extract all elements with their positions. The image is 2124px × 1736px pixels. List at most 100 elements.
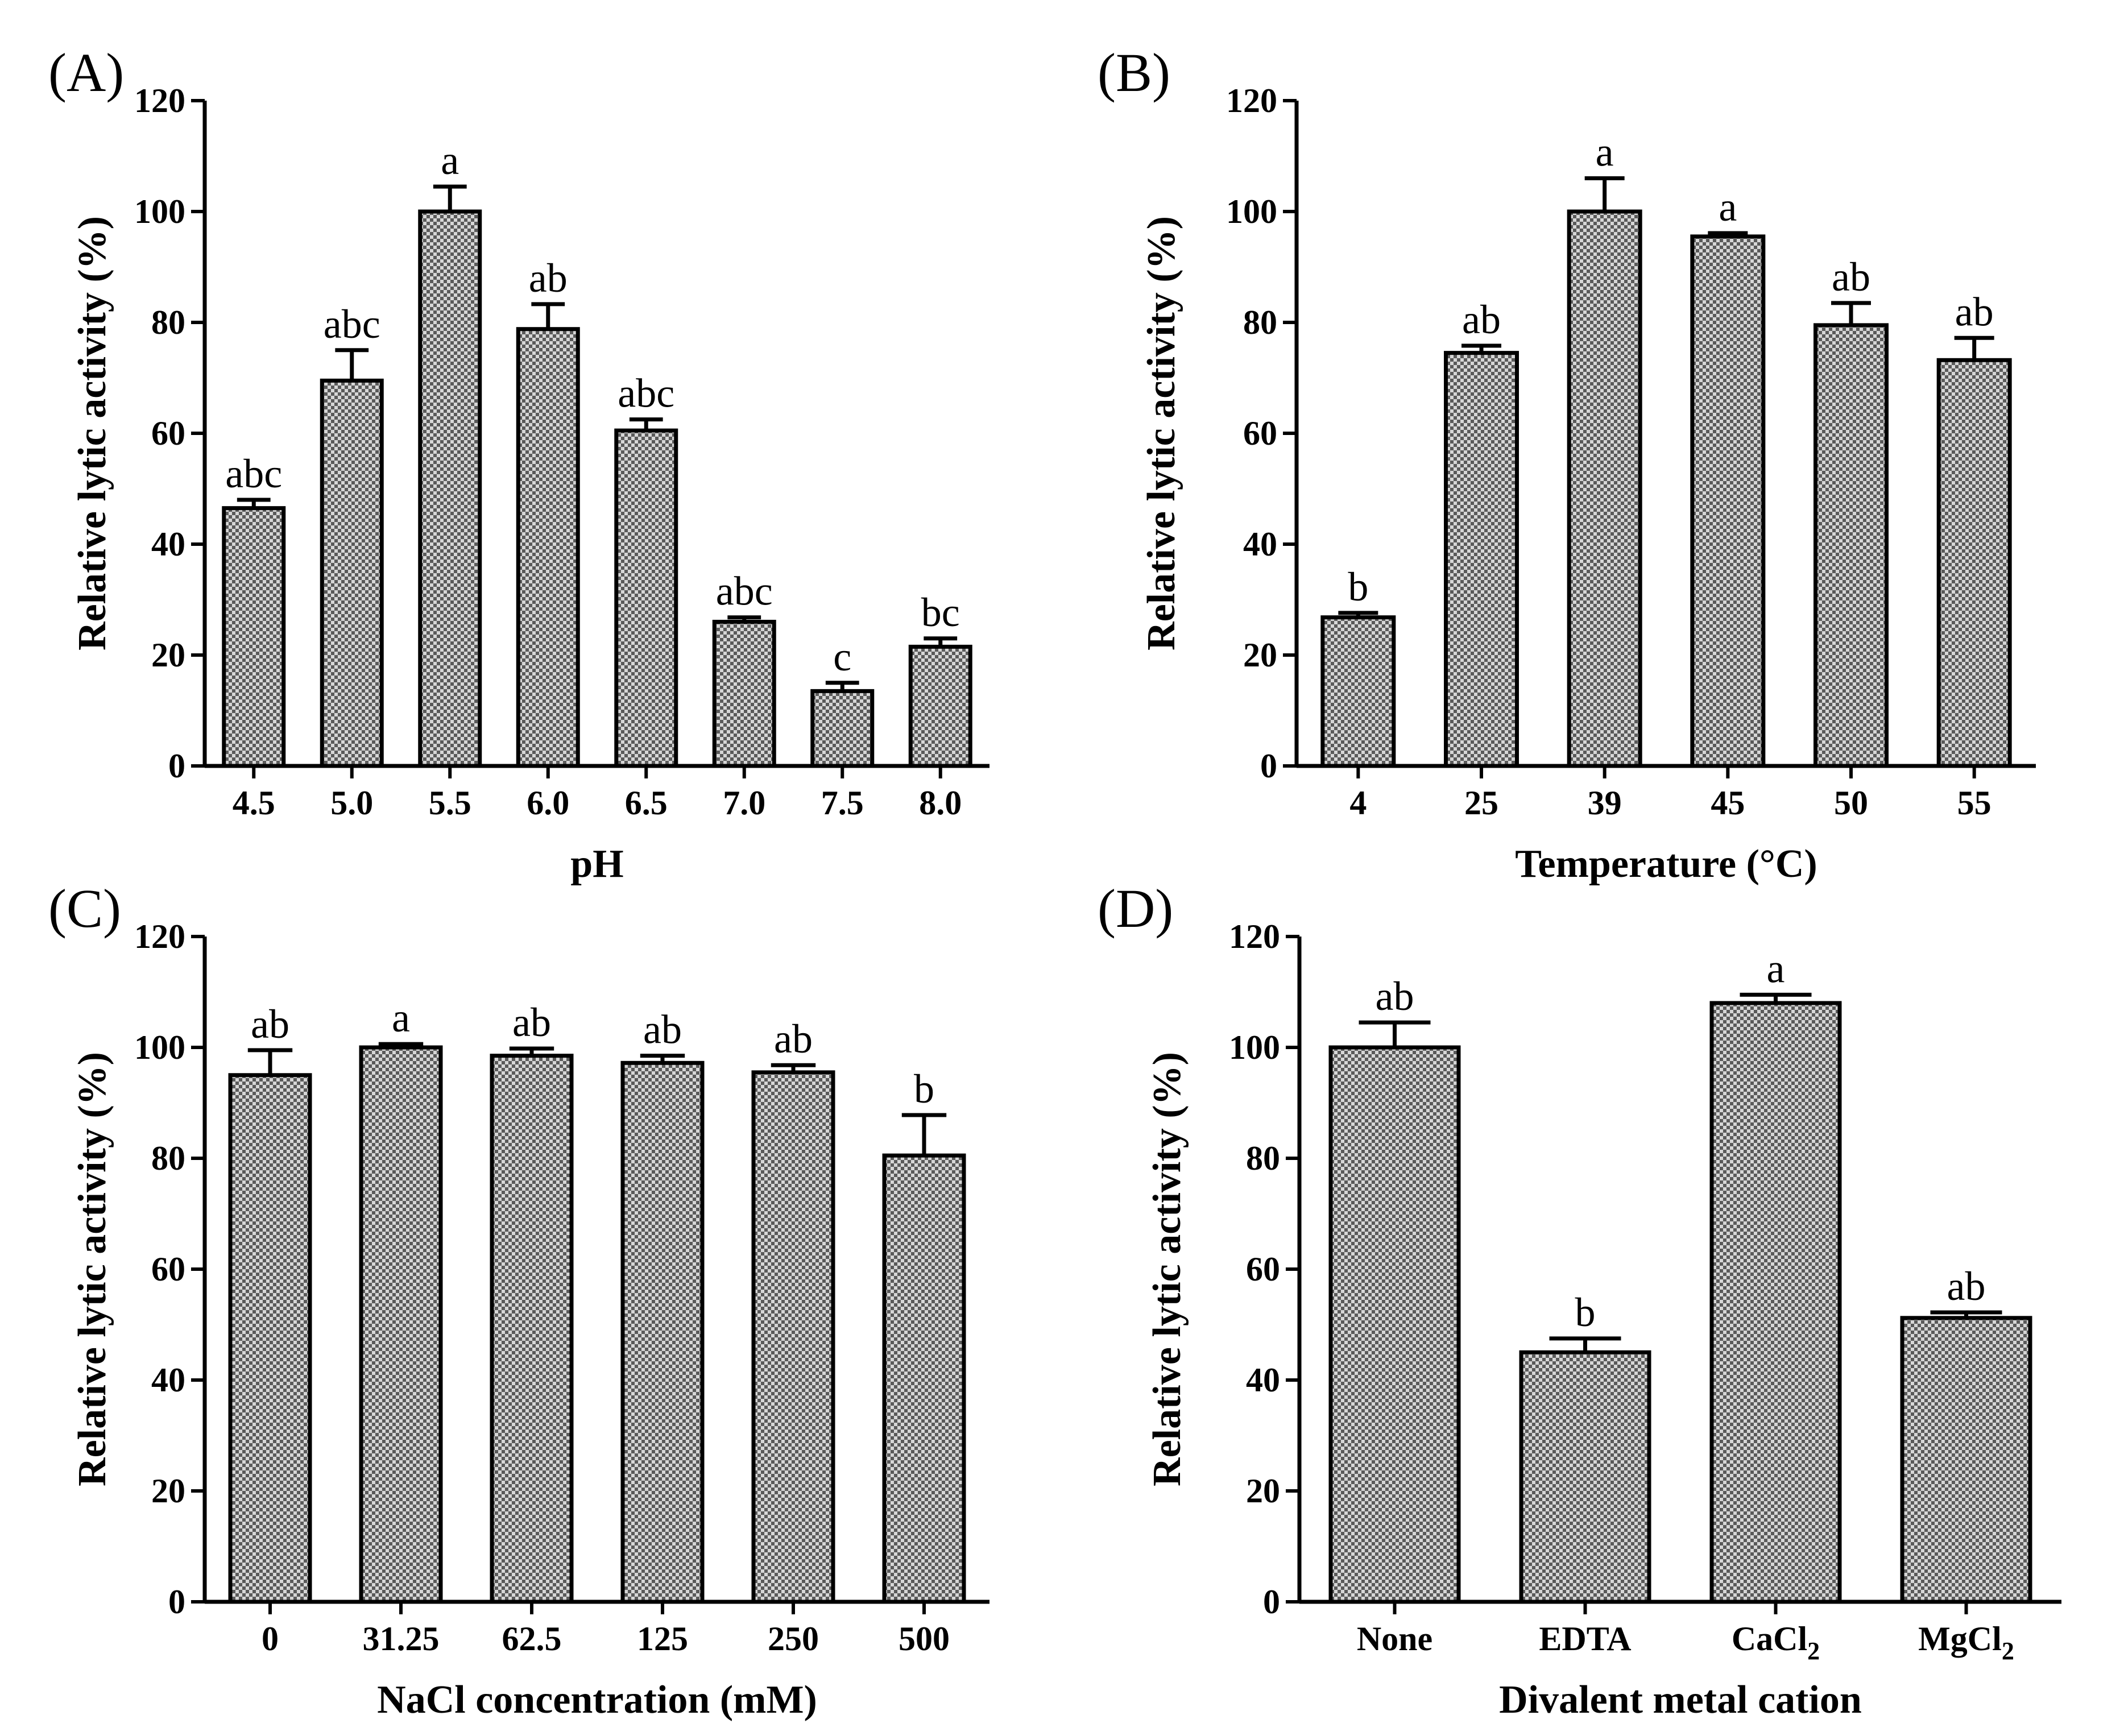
bar bbox=[1328, 1045, 1461, 1604]
y-tick-label: 0 bbox=[168, 1583, 185, 1621]
x-tick-label-sub: 2 bbox=[2002, 1637, 2014, 1665]
x-tick-label: 4.5 bbox=[233, 784, 275, 822]
significance-label: c bbox=[833, 634, 851, 680]
x-tick-label: 7.5 bbox=[821, 784, 864, 822]
bar bbox=[1936, 358, 2012, 768]
x-tick-label: 8.0 bbox=[919, 784, 962, 822]
significance-label: a bbox=[441, 138, 459, 183]
x-tick-label-main: 55 bbox=[1957, 784, 1991, 822]
y-tick-label: 40 bbox=[151, 1361, 185, 1399]
x-axis-label: pH bbox=[570, 842, 623, 886]
y-tick-label: 80 bbox=[1243, 304, 1277, 341]
y-axis-label: Relative lytic activity (%) bbox=[71, 1052, 114, 1486]
panel-label: (D) bbox=[1098, 878, 1173, 939]
x-axis-label: Divalent metal cation bbox=[1499, 1678, 1862, 1722]
x-tick-label: 500 bbox=[899, 1620, 950, 1658]
x-tick-label-main: None bbox=[1357, 1620, 1432, 1658]
chart-panel-2: (B) 0 20 40 60 80 100 120 b 4 ab 25 a 39 a 45 ab 50 ab 55 Te… bbox=[1098, 42, 2036, 886]
x-tick-label-main: 4 bbox=[1349, 784, 1367, 822]
x-tick-label-main: 6.0 bbox=[527, 784, 569, 822]
y-tick-label: 100 bbox=[134, 1029, 185, 1066]
bar bbox=[620, 1060, 705, 1604]
y-tick-label: 120 bbox=[1226, 82, 1277, 119]
bar bbox=[1900, 1316, 2032, 1604]
bar bbox=[1320, 615, 1396, 768]
panel-label: (A) bbox=[48, 42, 124, 103]
x-tick-label-main: 0 bbox=[262, 1620, 279, 1658]
x-tick-label-main: 39 bbox=[1588, 784, 1622, 822]
y-tick-label: 0 bbox=[1263, 1583, 1280, 1621]
x-tick-label-main: 5.5 bbox=[429, 784, 471, 822]
y-axis-label: Relative lytic activity (%) bbox=[1140, 216, 1183, 651]
y-tick-label: 40 bbox=[1243, 525, 1277, 563]
x-tick-label-main: 7.5 bbox=[821, 784, 864, 822]
x-tick-label-main: 50 bbox=[1834, 784, 1868, 822]
bar bbox=[1709, 1001, 1842, 1604]
chart-panel-1: (A) 0 20 40 60 80 100 120 abc 4.5 abc 5.0 a 5.5 ab 6.0 a… bbox=[48, 42, 989, 886]
x-tick-label: MgCl2 bbox=[1918, 1620, 2014, 1665]
bar bbox=[490, 1054, 574, 1604]
significance-label: ab bbox=[1947, 1263, 1986, 1309]
x-tick-label: 55 bbox=[1957, 784, 1991, 822]
bar bbox=[1519, 1350, 1651, 1604]
x-tick-label-main: 500 bbox=[899, 1620, 950, 1658]
x-tick-label-main: 6.5 bbox=[625, 784, 668, 822]
y-tick-label: 120 bbox=[1229, 918, 1280, 955]
x-tick-label-main: 25 bbox=[1464, 784, 1498, 822]
panels: (A)020406080100120abc4.5abc5.0a5.5ab6.0a… bbox=[48, 42, 2061, 1722]
y-axis-label: Relative lytic activity (%) bbox=[1145, 1052, 1189, 1486]
significance-label: a bbox=[1596, 130, 1614, 175]
x-tick-label: 250 bbox=[768, 1620, 819, 1658]
significance-label: ab bbox=[251, 1001, 289, 1047]
significance-label: abc bbox=[618, 371, 674, 416]
y-tick-label: 60 bbox=[151, 1250, 185, 1288]
x-tick-label: 7.0 bbox=[723, 784, 765, 822]
x-tick-label: 6.0 bbox=[527, 784, 569, 822]
x-tick-label-sub: 2 bbox=[1807, 1637, 1820, 1665]
significance-label: b bbox=[1348, 564, 1368, 610]
x-axis-label: NaCl concentration (mM) bbox=[377, 1678, 817, 1722]
x-tick-label: 6.5 bbox=[625, 784, 668, 822]
bar bbox=[228, 1073, 312, 1604]
chart-panel-3: (C) 0 20 40 60 80 100 120 ab 0 a 31.25 ab 62.5 ab 125 ab… bbox=[48, 878, 989, 1722]
x-tick-label: EDTA bbox=[1539, 1620, 1631, 1658]
y-tick-label: 40 bbox=[1246, 1361, 1280, 1399]
x-tick-label: 31.25 bbox=[363, 1620, 440, 1658]
significance-label: ab bbox=[774, 1016, 813, 1062]
x-tick-label-main: MgCl bbox=[1918, 1620, 2002, 1658]
significance-label: abc bbox=[324, 301, 380, 347]
y-tick-label: 80 bbox=[151, 1140, 185, 1177]
y-tick-label: 120 bbox=[134, 918, 185, 955]
x-tick-label-main: 4.5 bbox=[233, 784, 275, 822]
bar bbox=[359, 1045, 443, 1604]
bar bbox=[222, 506, 286, 768]
bar bbox=[1567, 209, 1642, 768]
y-tick-label: 120 bbox=[134, 82, 185, 119]
significance-label: b bbox=[914, 1066, 934, 1112]
y-tick-label: 100 bbox=[1226, 193, 1277, 230]
significance-label: abc bbox=[225, 451, 282, 496]
panel-label: (B) bbox=[1098, 42, 1170, 103]
significance-label: ab bbox=[529, 255, 568, 301]
x-tick-label: 5.0 bbox=[330, 784, 373, 822]
bar bbox=[320, 378, 384, 768]
x-tick-label-main: 62.5 bbox=[502, 1620, 562, 1658]
y-axis-label: Relative lytic activity (%) bbox=[71, 216, 114, 651]
significance-label: ab bbox=[1832, 254, 1870, 300]
significance-label: ab bbox=[643, 1007, 682, 1053]
x-tick-label: 0 bbox=[262, 1620, 279, 1658]
y-tick-label: 60 bbox=[1243, 415, 1277, 452]
significance-label: abc bbox=[716, 569, 773, 614]
x-tick-label-main: 31.25 bbox=[363, 1620, 440, 1658]
y-tick-label: 0 bbox=[1260, 747, 1277, 785]
y-tick-label: 20 bbox=[151, 636, 185, 674]
bar bbox=[908, 644, 972, 768]
significance-label: ab bbox=[1462, 297, 1501, 342]
x-tick-label-main: 45 bbox=[1711, 784, 1745, 822]
bar bbox=[1814, 323, 1889, 768]
y-tick-label: 100 bbox=[134, 193, 185, 230]
significance-label: ab bbox=[1955, 289, 1994, 334]
y-tick-label: 20 bbox=[1246, 1472, 1280, 1510]
x-tick-label: 25 bbox=[1464, 784, 1498, 822]
x-axis-label: Temperature (°C) bbox=[1515, 842, 1817, 886]
